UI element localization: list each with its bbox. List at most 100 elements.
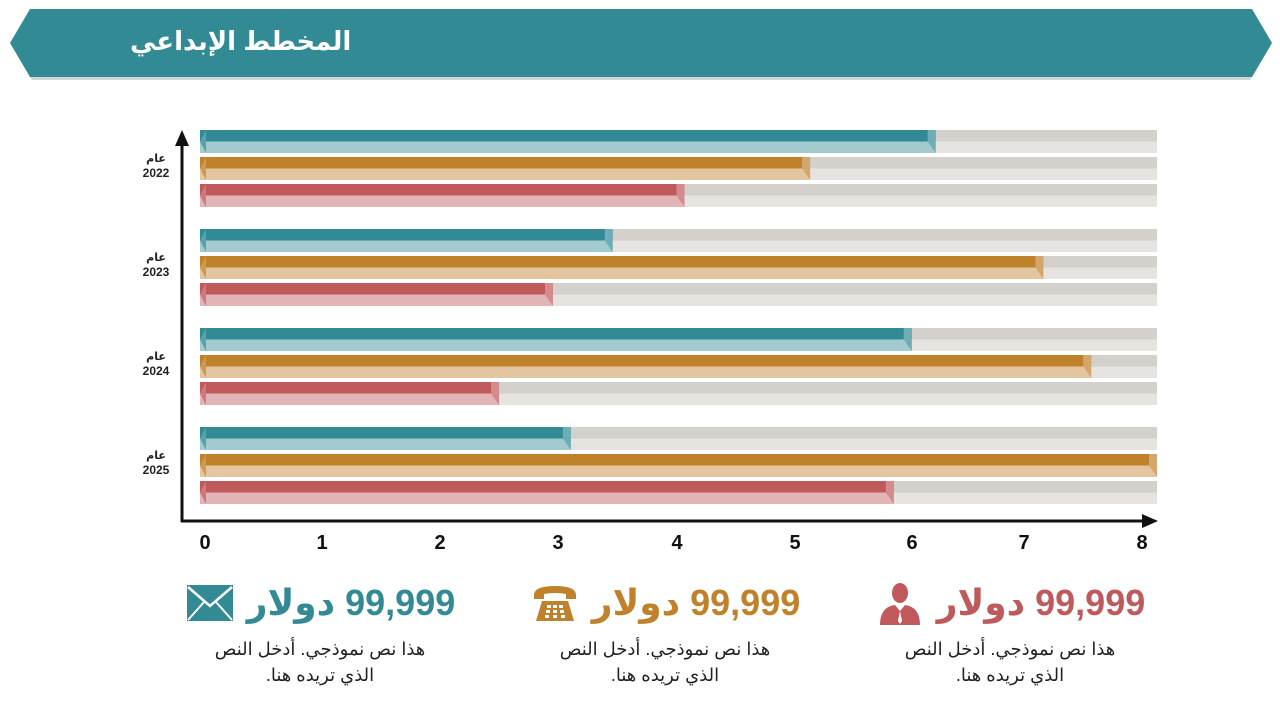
- bar-2024-series-1-lower: [200, 339, 912, 351]
- title-banner-shadow: [30, 77, 1252, 80]
- bar-track-bottom: [200, 393, 1157, 405]
- y-axis-label-word: عام: [146, 252, 166, 264]
- bar-2025-series-1: [200, 427, 571, 439]
- x-axis-tick-label: 4: [671, 532, 683, 554]
- bar-2022-series-2: [200, 157, 811, 169]
- bar-start-cap: [200, 256, 206, 279]
- bar-track-bottom: [200, 240, 1157, 252]
- y-axis-arrow: [175, 130, 189, 146]
- y-axis-label: عام 2023: [126, 251, 186, 279]
- axes-layer: [175, 130, 1158, 528]
- bar-2024-series-3: [200, 382, 500, 394]
- bar-track-bottom: [200, 294, 1157, 306]
- bar-end-cap: [604, 229, 613, 252]
- bar-2023-series-1-lower: [200, 240, 613, 252]
- bar-2022-series-1: [200, 130, 936, 142]
- bar-2025-series-3: [200, 481, 894, 493]
- x-axis-tick-label: 2: [434, 532, 446, 554]
- y-axis-label: عام 2025: [126, 449, 186, 477]
- bar-2023-series-3-lower: [200, 294, 553, 306]
- y-axis-label-year: 2023: [142, 265, 170, 279]
- stat-value: 99,999 دولار: [591, 582, 801, 623]
- bar-start-cap: [200, 328, 206, 351]
- stat-card-2-head: 99,999 دولار: [515, 580, 815, 626]
- bar-end-cap: [1083, 355, 1092, 378]
- stat-description-line2: الذي تريده هنا.: [955, 665, 1065, 685]
- stat-description-line2: الذي تريده هنا.: [265, 665, 375, 685]
- bar-track-bottom: [200, 438, 1157, 450]
- stat-description-line1: هذا نص نموذجي. أدخل النص: [559, 639, 771, 659]
- bar-end-cap: [927, 130, 936, 153]
- bar-2022-series-1-lower: [200, 141, 936, 153]
- x-axis-tick-label: 7: [1018, 532, 1030, 554]
- y-axis-label-year: 2022: [142, 166, 170, 180]
- bar-start-cap: [200, 157, 206, 180]
- title-banner: [10, 9, 1272, 80]
- stat-description-line2: الذي تريده هنا.: [610, 665, 720, 685]
- envelope-icon: [186, 585, 233, 621]
- bar-start-cap: [200, 184, 206, 207]
- telephone-icon: [533, 586, 576, 621]
- bar-2022-series-3: [200, 184, 685, 196]
- bar-2024-series-2-lower: [200, 366, 1092, 378]
- bar-end-cap: [562, 427, 571, 450]
- bar-2025-series-2-lower: [200, 465, 1157, 477]
- bar-end-cap: [802, 157, 811, 180]
- x-axis-tick-label: 6: [906, 532, 918, 554]
- stat-card-3: 99,999 دولار هذا نص نموذجي. أدخل النص ال…: [860, 580, 1160, 688]
- x-axis-tick-label: 8: [1136, 532, 1148, 554]
- bar-track-top: [200, 382, 1157, 394]
- bars-layer: [200, 130, 1157, 504]
- bar-track-top: [200, 229, 1157, 241]
- y-axis-label-word: عام: [146, 153, 166, 165]
- bar-end-cap: [676, 184, 685, 207]
- bar-end-cap: [903, 328, 912, 351]
- x-axis-tick-label: 3: [552, 532, 564, 554]
- stat-card-3-head: 99,999 دولار: [860, 580, 1160, 626]
- bar-end-cap: [885, 481, 894, 504]
- y-axis-label-year: 2025: [142, 463, 170, 477]
- stat-card-2: 99,999 دولار هذا نص نموذجي. أدخل النص ال…: [515, 580, 815, 688]
- bar-end-cap: [1149, 454, 1157, 477]
- stat-value: 99,999 دولار: [246, 582, 456, 623]
- stat-value: 99,999 دولار: [936, 582, 1146, 623]
- stat-description-line1: هذا نص نموذجي. أدخل النص: [904, 639, 1116, 659]
- bar-2022-series-2-lower: [200, 168, 811, 180]
- stat-card-1-head: 99,999 دولار: [170, 580, 470, 626]
- bar-2023-series-2: [200, 256, 1044, 268]
- bar-2022-series-3-lower: [200, 195, 685, 207]
- stat-description: هذا نص نموذجي. أدخل النص الذي تريده هنا.: [170, 636, 470, 688]
- bar-2024-series-2: [200, 355, 1092, 367]
- bar-2025-series-3-lower: [200, 492, 894, 504]
- bar-start-cap: [200, 355, 206, 378]
- x-axis-tick-label: 5: [789, 532, 801, 554]
- bar-start-cap: [200, 382, 206, 405]
- y-axis-label-year: 2024: [142, 364, 170, 378]
- bar-2023-series-2-lower: [200, 267, 1044, 279]
- x-axis-tick-label: 0: [199, 532, 211, 554]
- bar-2024-series-1: [200, 328, 912, 340]
- bar-2023-series-3: [200, 283, 553, 295]
- stat-description: هذا نص نموذجي. أدخل النص الذي تريده هنا.: [860, 636, 1160, 688]
- bar-start-cap: [200, 481, 206, 504]
- bar-end-cap: [1035, 256, 1044, 279]
- bar-2024-series-3-lower: [200, 393, 500, 405]
- y-axis-label-word: عام: [146, 351, 166, 363]
- x-axis-tick-label: 1: [316, 532, 328, 554]
- y-axis-label-word: عام: [146, 450, 166, 462]
- bar-track-top: [200, 283, 1157, 295]
- x-axis-arrow: [1142, 514, 1158, 528]
- bar-end-cap: [491, 382, 500, 405]
- bar-start-cap: [200, 130, 206, 153]
- bar-start-cap: [200, 454, 206, 477]
- bar-end-cap: [544, 283, 553, 306]
- bar-start-cap: [200, 427, 206, 450]
- bar-start-cap: [200, 283, 206, 306]
- bar-start-cap: [200, 229, 206, 252]
- title-banner-shape: [10, 9, 1272, 77]
- y-axis-label: عام 2024: [126, 350, 186, 378]
- bar-2025-series-2: [200, 454, 1157, 466]
- stat-description: هذا نص نموذجي. أدخل النص الذي تريده هنا.: [515, 636, 815, 688]
- stat-description-line1: هذا نص نموذجي. أدخل النص: [214, 639, 426, 659]
